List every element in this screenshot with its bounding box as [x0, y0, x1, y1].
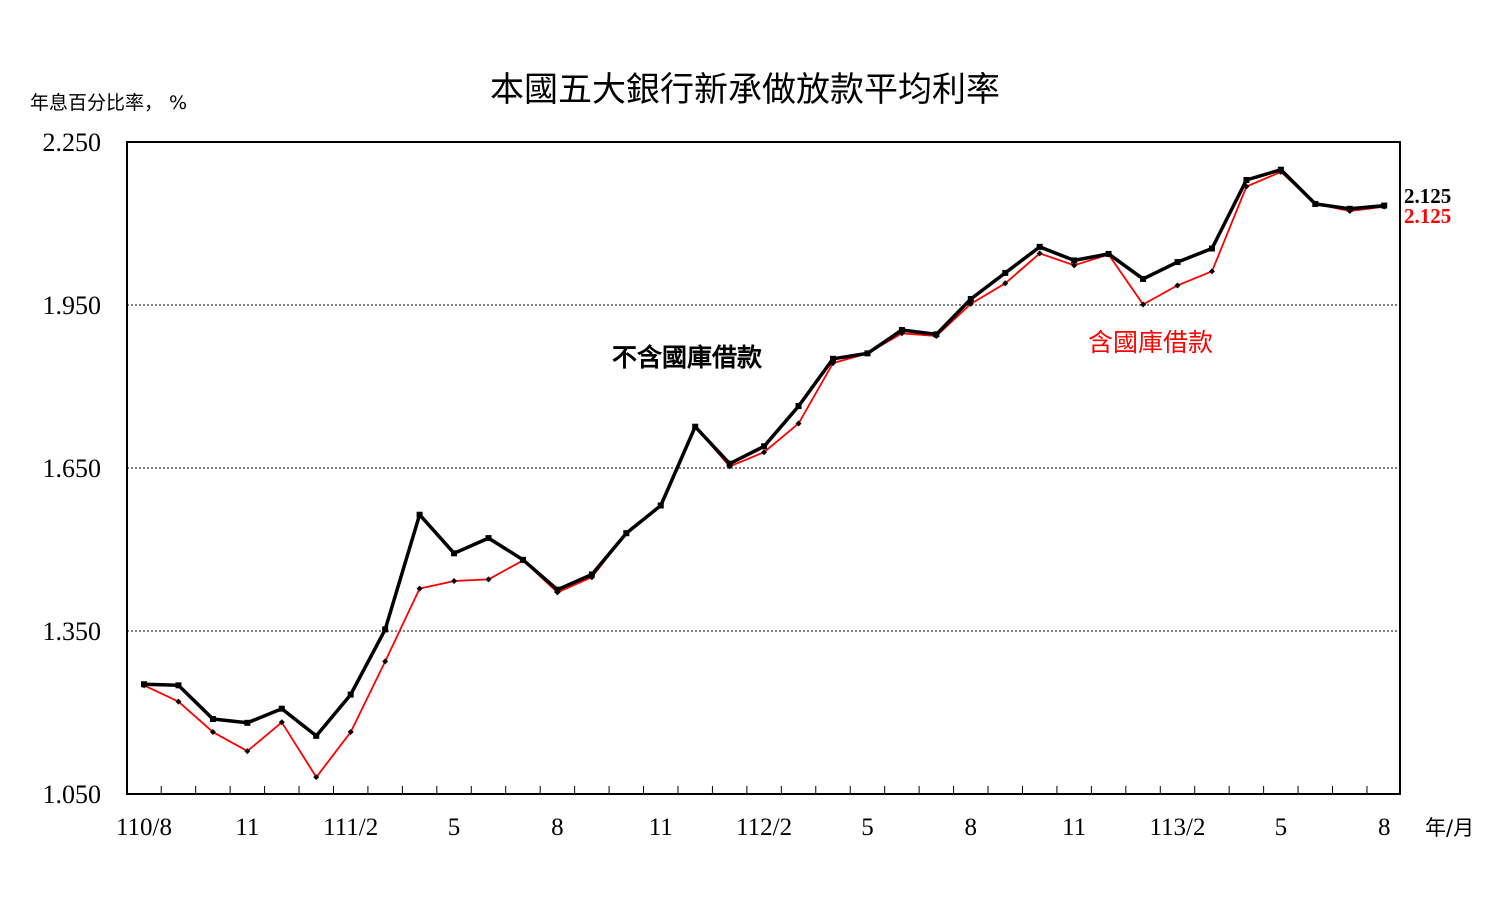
y-tick-label: 1.050 — [43, 780, 102, 809]
x-tick-label: 111/2 — [323, 814, 378, 841]
data-point — [451, 550, 458, 557]
data-point — [1346, 205, 1353, 212]
series-with-treasury — [141, 168, 1388, 781]
data-point — [795, 420, 802, 427]
data-point — [1243, 177, 1250, 184]
data-point — [1036, 250, 1043, 257]
data-point — [761, 443, 768, 450]
data-point — [1381, 202, 1388, 209]
data-point — [1105, 250, 1112, 257]
data-point — [347, 729, 354, 736]
y-axis-ticks: 2.250 1.950 1.650 1.350 1.050 — [43, 128, 102, 809]
x-tick-label: 5 — [1275, 814, 1288, 841]
data-point — [451, 578, 458, 585]
data-point — [175, 682, 182, 689]
y-tick-label: 1.950 — [43, 291, 102, 320]
data-point — [726, 460, 733, 467]
x-tick-label: 110/8 — [116, 814, 172, 841]
data-point — [967, 296, 974, 303]
data-point — [519, 556, 526, 563]
data-point — [588, 571, 595, 578]
data-point — [1208, 245, 1215, 252]
series-label-with-treasury: 含國庫借款 — [1088, 328, 1213, 357]
data-point — [209, 716, 216, 723]
data-point — [485, 535, 492, 542]
x-tick-label: 8 — [965, 814, 978, 841]
data-point — [1071, 257, 1078, 264]
data-point — [209, 729, 216, 736]
data-point — [1036, 243, 1043, 250]
y-tick-label: 1.350 — [43, 617, 102, 646]
chart-title: 本國五大銀行新承做放款平均利率 — [490, 70, 1000, 110]
data-point — [1140, 301, 1147, 308]
series-line — [143, 170, 1385, 779]
x-tick-label: 112/2 — [736, 814, 792, 841]
data-point — [382, 626, 389, 633]
data-point — [1312, 200, 1319, 207]
y-axis-label: 年息百分比率， % — [30, 92, 187, 114]
x-tick-label: 5 — [861, 814, 874, 841]
data-point — [898, 326, 905, 333]
data-point — [313, 732, 320, 739]
x-tick-label: 11 — [235, 814, 259, 841]
data-point — [795, 403, 802, 410]
data-point — [623, 530, 630, 537]
data-point — [347, 691, 354, 698]
y-tick-label: 1.650 — [43, 454, 102, 483]
data-point — [1071, 262, 1078, 269]
data-point — [1277, 166, 1284, 173]
data-point — [278, 719, 285, 726]
end-value-without-treasury: 2.125 — [1404, 184, 1451, 208]
plot-area — [126, 141, 1401, 795]
data-point — [416, 585, 423, 592]
data-point — [244, 719, 251, 726]
x-axis-label: 年/月 — [1425, 816, 1474, 840]
y-tick-label: 2.250 — [43, 128, 102, 157]
data-point — [1174, 259, 1181, 266]
data-point — [554, 586, 561, 593]
data-point — [1208, 268, 1215, 275]
data-point — [933, 331, 940, 338]
data-point — [1174, 282, 1181, 289]
data-point — [416, 511, 423, 518]
data-point — [244, 748, 251, 755]
data-point — [864, 350, 871, 357]
x-axis-ticks: 110/8 11 111/2 5 8 11 112/2 5 8 11 113/2 5 8 — [116, 786, 1390, 841]
data-point — [278, 705, 285, 712]
data-point — [1002, 280, 1009, 287]
data-point — [692, 423, 699, 430]
x-tick-label: 11 — [649, 814, 673, 841]
x-tick-label: 5 — [448, 814, 461, 841]
data-point — [141, 681, 147, 688]
x-tick-label: 11 — [1062, 814, 1086, 841]
data-point — [1002, 269, 1009, 276]
grid-lines — [127, 304, 1400, 632]
data-point — [657, 502, 664, 509]
x-tick-label: 8 — [551, 814, 564, 841]
x-tick-label: 8 — [1378, 814, 1391, 841]
data-point — [830, 355, 836, 362]
end-value-with-treasury: 2.125 — [1404, 204, 1451, 228]
data-point — [313, 774, 320, 781]
data-point — [761, 449, 768, 456]
x-tick-label: 113/2 — [1149, 814, 1205, 841]
data-point — [382, 658, 389, 665]
series-label-without-treasury: 不含國庫借款 — [612, 343, 763, 372]
data-point — [175, 698, 182, 705]
data-point — [1140, 275, 1147, 282]
data-point — [485, 576, 492, 583]
series-without-treasury — [141, 166, 1388, 739]
